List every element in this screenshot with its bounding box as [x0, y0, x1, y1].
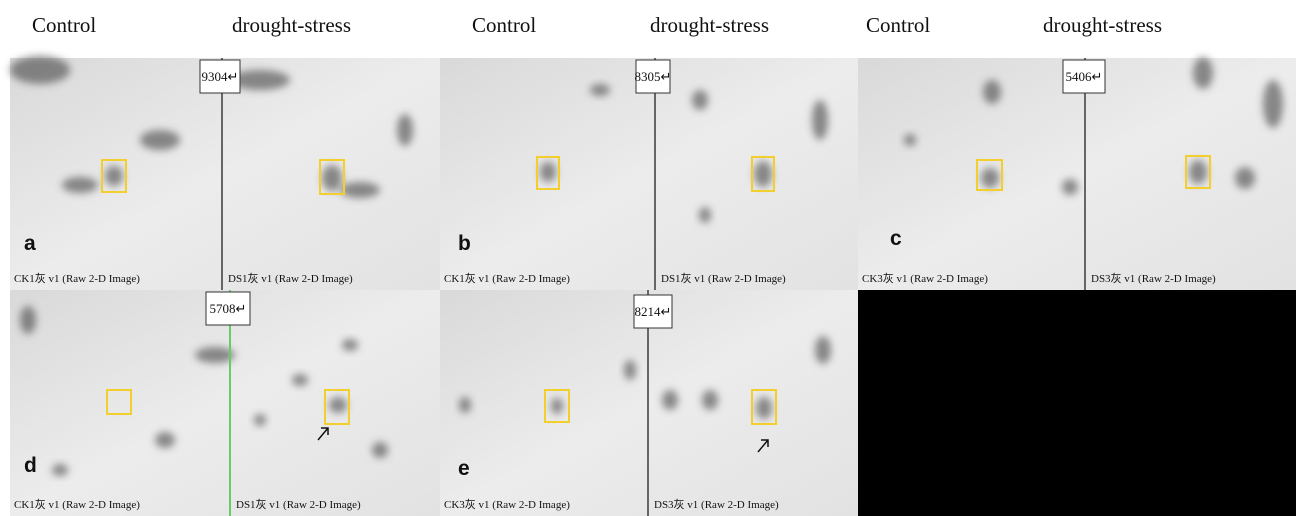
- protein-spot: [662, 390, 678, 410]
- header-stress: drought-stress: [1043, 13, 1162, 37]
- protein-spot: [155, 432, 175, 448]
- protein-spot: [812, 100, 828, 140]
- protein-spot: [329, 397, 347, 413]
- protein-spot: [292, 374, 308, 386]
- protein-spot: [372, 442, 388, 458]
- left-caption: CK1灰 v1 (Raw 2-D Image): [14, 271, 140, 285]
- protein-spot: [342, 339, 358, 351]
- spot-number: 8214↵: [635, 304, 672, 319]
- left-caption: CK1灰 v1 (Raw 2-D Image): [444, 271, 570, 285]
- panel-letter: e: [458, 457, 470, 480]
- spot-number: 9304↵: [202, 69, 239, 84]
- protein-spot: [702, 390, 718, 410]
- protein-spot: [1193, 57, 1213, 89]
- protein-spot: [62, 177, 98, 193]
- gel-panel: 8214↵ e CK3灰 v1 (Raw 2-D Image) DS3灰 v1 (Ra…: [440, 290, 858, 516]
- protein-spot: [815, 336, 831, 364]
- empty-panel: [858, 290, 1296, 516]
- gel-panel: 9304↵ a CK1灰 v1 (Raw 2-D Image) DS1灰 v1 (Ra…: [10, 56, 440, 290]
- protein-spot: [754, 161, 772, 187]
- panel-letter: a: [24, 232, 36, 255]
- protein-spot: [20, 306, 36, 334]
- right-caption: DS3灰 v1 (Raw 2-D Image): [654, 497, 779, 511]
- left-caption: CK1灰 v1 (Raw 2-D Image): [14, 497, 140, 511]
- right-caption: DS1灰 v1 (Raw 2-D Image): [236, 497, 361, 511]
- protein-spot: [699, 207, 711, 223]
- protein-spot: [254, 414, 266, 426]
- gel-panel: 5406↵ c CK3灰 v1 (Raw 2-D Image) DS3灰 v1 (Ra…: [858, 57, 1296, 290]
- protein-spot: [10, 56, 70, 84]
- protein-spot: [140, 130, 180, 150]
- header-control: Control: [866, 13, 930, 37]
- left-caption: CK3灰 v1 (Raw 2-D Image): [444, 497, 570, 511]
- protein-spot: [1062, 179, 1078, 195]
- right-caption: DS1灰 v1 (Raw 2-D Image): [228, 271, 353, 285]
- spot-number: 8305↵: [635, 69, 672, 84]
- gel-panel: 8305↵ b CK1灰 v1 (Raw 2-D Image) DS1灰 v1 (Ra…: [440, 58, 858, 290]
- header-stress: drought-stress: [650, 13, 769, 37]
- protein-spot: [52, 464, 68, 476]
- protein-spot: [1235, 167, 1255, 189]
- right-caption: DS1灰 v1 (Raw 2-D Image): [661, 271, 786, 285]
- figure: Control drought-stress Control drought-stre…: [0, 0, 1296, 516]
- right-caption: DS3灰 v1 (Raw 2-D Image): [1091, 271, 1216, 285]
- spot-number: 5406↵: [1066, 69, 1103, 84]
- panel-letter: b: [458, 232, 471, 255]
- gel-panel: 5708↵ d CK1灰 v1 (Raw 2-D Image) DS1灰 v1 (Ra…: [10, 290, 440, 516]
- protein-spot: [459, 397, 471, 413]
- protein-spot: [397, 114, 413, 146]
- panel-letter: c: [890, 227, 902, 250]
- header-control: Control: [472, 13, 536, 37]
- protein-spot: [322, 165, 342, 191]
- protein-spot: [756, 397, 772, 419]
- protein-spot: [624, 360, 636, 380]
- spot-number: 5708↵: [210, 301, 247, 316]
- protein-spot: [340, 182, 380, 198]
- protein-spot: [590, 84, 610, 96]
- protein-spot: [904, 134, 916, 146]
- header-control: Control: [32, 13, 96, 37]
- protein-spot: [551, 398, 563, 414]
- protein-spot: [540, 162, 556, 182]
- protein-spot: [692, 90, 708, 110]
- protein-spot: [1189, 160, 1207, 184]
- protein-spot: [105, 166, 123, 186]
- panel-letter: d: [24, 454, 37, 477]
- protein-spot: [981, 168, 999, 188]
- left-caption: CK3灰 v1 (Raw 2-D Image): [862, 271, 988, 285]
- protein-spot: [983, 80, 1001, 104]
- protein-spot: [1263, 80, 1283, 128]
- header-stress: drought-stress: [232, 13, 351, 37]
